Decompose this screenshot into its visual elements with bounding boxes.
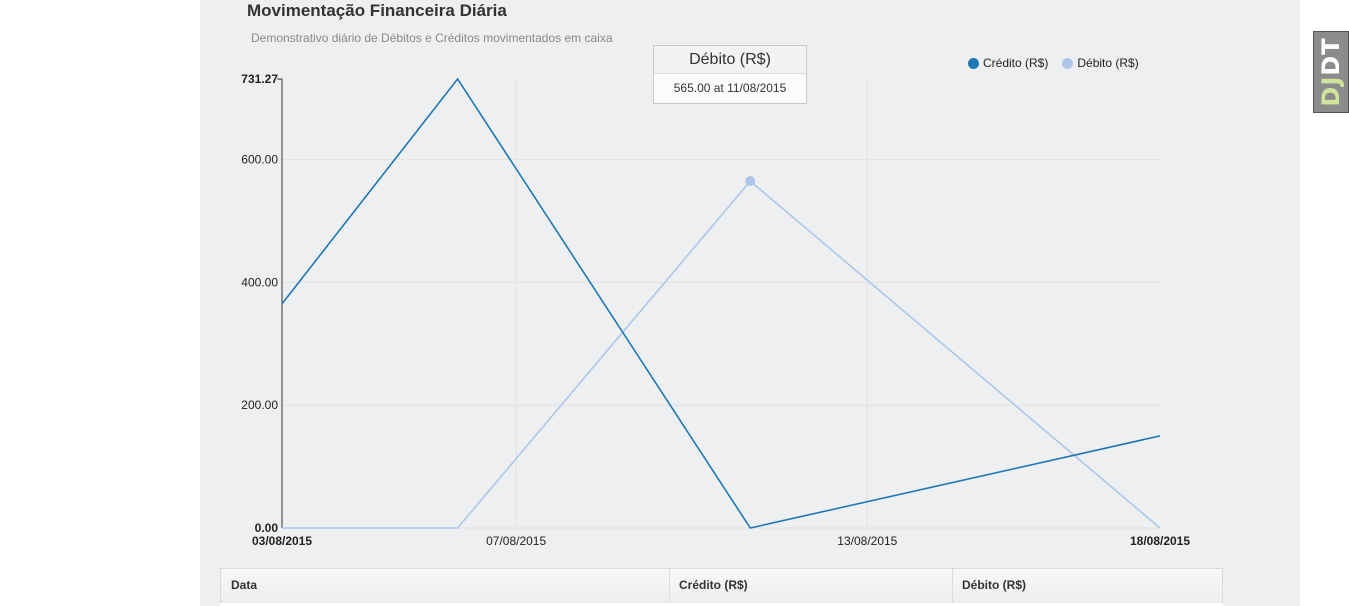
y-tick-label: 600.00 xyxy=(241,153,278,167)
series-line-credito xyxy=(281,77,1161,529)
series-line-debito xyxy=(282,179,1161,529)
table-header-row: Data Crédito (R$) Débito (R$) xyxy=(220,568,1223,606)
column-header-credito[interactable]: Crédito (R$) xyxy=(679,578,748,592)
highlighted-point xyxy=(745,176,756,187)
y-tick-label: 200.00 xyxy=(241,398,278,412)
legend-dot-icon xyxy=(968,57,979,69)
column-header-debito[interactable]: Débito (R$) xyxy=(962,578,1026,592)
x-tick-label: 03/08/2015 xyxy=(252,534,312,548)
legend-item-credito[interactable]: Crédito (R$) xyxy=(968,56,1048,70)
y-tick-label: 0.00 xyxy=(255,521,279,535)
legend-dot-icon xyxy=(1062,57,1074,69)
column-divider xyxy=(952,569,953,605)
debug-toolbar-toggle[interactable]: DJDT xyxy=(1313,31,1349,113)
column-header-data[interactable]: Data xyxy=(231,578,258,592)
y-tick-label: 400.00 xyxy=(241,275,278,289)
chart-title: Movimentação Financeira Diária xyxy=(247,1,507,20)
column-divider xyxy=(669,569,670,605)
x-tick-label: 18/08/2015 xyxy=(1130,534,1190,548)
ddt-logo: DJDT xyxy=(1317,37,1345,107)
tooltip-title: Débito (R$) xyxy=(654,46,806,74)
legend-label: Crédito (R$) xyxy=(983,56,1049,70)
chart-subtitle: Demonstrativo diário de Débitos e Crédit… xyxy=(251,31,613,45)
legend-item-debito[interactable]: Débito (R$) xyxy=(1062,56,1139,70)
chart-tooltip: Débito (R$) 565.00 at 11/08/2015 xyxy=(653,45,807,104)
chart-legend: Crédito (R$) Débito (R$) xyxy=(968,56,1139,70)
y-tick-label: 731.27 xyxy=(241,72,278,86)
table-body-start xyxy=(220,603,1223,606)
tooltip-value: 565.00 at 11/08/2015 xyxy=(654,74,806,102)
legend-label: Débito (R$) xyxy=(1077,56,1139,70)
x-tick-label: 13/08/2015 xyxy=(837,534,897,548)
x-tick-label: 07/08/2015 xyxy=(486,534,546,548)
